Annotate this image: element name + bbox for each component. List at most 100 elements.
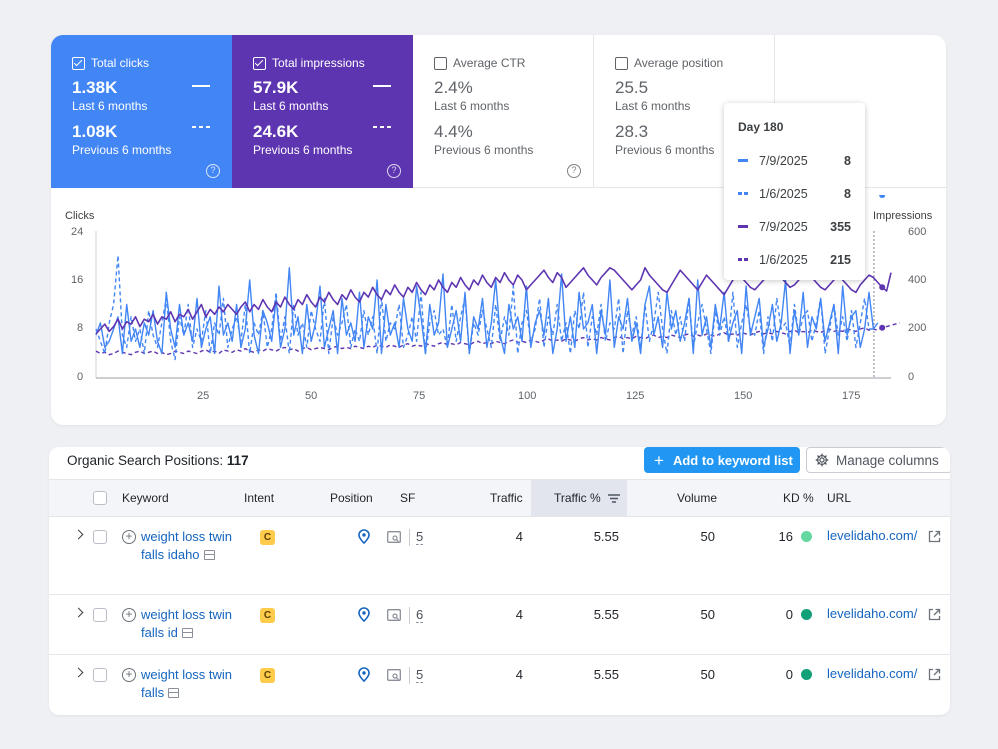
column-intent[interactable]: Intent	[244, 491, 275, 505]
sf-separator	[409, 529, 410, 546]
serp-features-icon	[387, 669, 401, 681]
help-icon[interactable]: ?	[387, 164, 401, 178]
serp-snapshot-icon[interactable]	[203, 550, 215, 560]
keyword-link[interactable]: weight loss twin falls	[141, 666, 241, 702]
metric-label: Average position	[634, 56, 724, 70]
tooltip-date: 7/9/2025	[759, 219, 808, 234]
keyword-link[interactable]: weight loss twin falls id	[141, 606, 251, 642]
serp-snapshot-icon[interactable]	[181, 628, 193, 638]
tooltip-title: Day 180	[738, 120, 784, 134]
external-link-icon[interactable]	[928, 530, 941, 543]
left-tick: 0	[77, 371, 84, 383]
sf-separator	[409, 667, 410, 684]
tooltip-date: 1/6/2025	[759, 186, 808, 201]
sf-separator	[409, 607, 410, 624]
table-row[interactable]: + weight loss twin falls id C 6 4 5.55 5…	[49, 595, 950, 655]
right-tick: 200	[908, 322, 927, 334]
tooltip-value: 8	[844, 153, 851, 168]
select-all-checkbox[interactable]	[93, 491, 107, 505]
checkbox-icon[interactable]	[72, 56, 85, 70]
positions-count: 117	[226, 453, 249, 468]
column-position[interactable]: Position	[330, 491, 373, 505]
url-link[interactable]: levelidaho.com/	[827, 528, 918, 543]
checkbox-icon[interactable]	[434, 56, 447, 70]
add-button-label: Add to keyword list	[672, 452, 793, 468]
sort-descending-icon	[608, 494, 621, 504]
help-icon[interactable]: ?	[567, 164, 581, 178]
row-checkbox[interactable]	[93, 668, 107, 682]
metric-total-clicks[interactable]: Total clicks 1.38K Last 6 months 1.08K P…	[51, 35, 232, 188]
table-row[interactable]: + weight loss twin falls idaho C 5 4 5.5…	[49, 517, 950, 595]
solid-line-legend-icon	[373, 85, 391, 87]
url-link[interactable]: levelidaho.com/	[827, 666, 918, 681]
metric-current-value: 2.4%	[434, 78, 473, 97]
expand-chevron-icon[interactable]	[73, 607, 84, 618]
table-header: Keyword Intent Position SF Traffic Traff…	[49, 479, 950, 517]
positions-title: Organic Search Positions: 117	[67, 453, 249, 468]
location-pin-icon	[358, 529, 370, 544]
tooltip-date: 1/6/2025	[759, 252, 808, 267]
kd-indicator	[801, 531, 812, 542]
expand-chevron-icon[interactable]	[73, 667, 84, 678]
volume-value: 50	[700, 607, 715, 622]
help-icon[interactable]: ?	[206, 164, 220, 178]
right-tick: 600	[908, 226, 927, 238]
column-keyword[interactable]: Keyword	[122, 491, 169, 505]
sf-count[interactable]: 6	[416, 607, 424, 623]
external-link-icon[interactable]	[928, 608, 941, 621]
checkbox-icon[interactable]	[253, 56, 266, 70]
column-traffic-pct[interactable]: Traffic %	[531, 480, 627, 516]
sf-count[interactable]: 5	[416, 667, 424, 683]
performance-chart[interactable]: Clicks Impressions 24 16 8 0 600 400 200…	[51, 195, 946, 425]
x-tick: 50	[305, 390, 318, 402]
tooltip-row: 7/9/2025 8	[738, 144, 851, 177]
traffic-value: 4	[515, 529, 523, 544]
row-checkbox[interactable]	[93, 530, 107, 544]
column-traffic-pct-label: Traffic %	[554, 491, 601, 505]
tooltip-row: 7/9/2025 355	[738, 210, 851, 243]
keyword-link[interactable]: weight loss twin falls idaho	[141, 528, 241, 564]
metric-average-ctr[interactable]: Average CTR 2.4% Last 6 months 4.4% Prev…	[413, 35, 594, 188]
positions-title-label: Organic Search Positions:	[67, 453, 224, 468]
column-traffic[interactable]: Traffic	[490, 491, 523, 505]
table-row[interactable]: + weight loss twin falls C 5 4 5.55 50 0…	[49, 655, 950, 715]
keyword-text: weight loss twin falls	[141, 667, 233, 700]
column-sf[interactable]: SF	[400, 491, 416, 505]
solid-blue-swatch-icon	[738, 159, 748, 162]
add-keyword-icon[interactable]: +	[122, 530, 136, 544]
chart-plot-svg	[95, 195, 900, 379]
right-tick: 400	[908, 274, 927, 286]
row-checkbox[interactable]	[93, 608, 107, 622]
plus-icon: +	[654, 450, 664, 470]
serp-snapshot-icon[interactable]	[168, 688, 180, 698]
url-link[interactable]: levelidaho.com/	[827, 606, 918, 621]
metric-previous-value: 24.6K	[253, 122, 299, 141]
keyword-text: weight loss twin falls id	[141, 607, 233, 640]
column-kd[interactable]: KD %	[783, 491, 814, 505]
metric-total-impressions[interactable]: Total impressions 57.9K Last 6 months 24…	[232, 35, 413, 188]
kd-value: 0	[785, 607, 793, 622]
external-link-icon[interactable]	[928, 668, 941, 681]
checkbox-icon[interactable]	[615, 56, 628, 70]
add-to-keyword-list-button[interactable]: + Add to keyword list	[644, 447, 800, 473]
kd-value: 16	[778, 529, 793, 544]
sf-count[interactable]: 5	[416, 529, 424, 545]
manage-columns-button[interactable]: Manage columns	[806, 447, 950, 473]
manage-button-label: Manage columns	[836, 452, 939, 468]
metric-tiles: Total clicks 1.38K Last 6 months 1.08K P…	[51, 35, 946, 188]
column-url[interactable]: URL	[827, 491, 852, 505]
x-tick: 150	[734, 390, 753, 402]
metric-average-position[interactable]: Average position 25.5 Last 6 months 28.3…	[594, 35, 775, 188]
add-keyword-icon[interactable]: +	[122, 608, 136, 622]
organic-positions-card: Organic Search Positions: 117 + Add to k…	[49, 447, 950, 715]
intent-badge: C	[260, 530, 275, 545]
intent-badge: C	[260, 608, 275, 623]
x-tick: 125	[626, 390, 645, 402]
right-tick: 0	[908, 371, 915, 383]
metric-previous-period: Previous 6 months	[253, 143, 353, 157]
metric-previous-period: Previous 6 months	[615, 143, 715, 157]
add-keyword-icon[interactable]: +	[122, 668, 136, 682]
column-volume[interactable]: Volume	[677, 491, 718, 505]
expand-chevron-icon[interactable]	[73, 529, 84, 540]
metric-previous-value: 28.3	[615, 122, 649, 141]
